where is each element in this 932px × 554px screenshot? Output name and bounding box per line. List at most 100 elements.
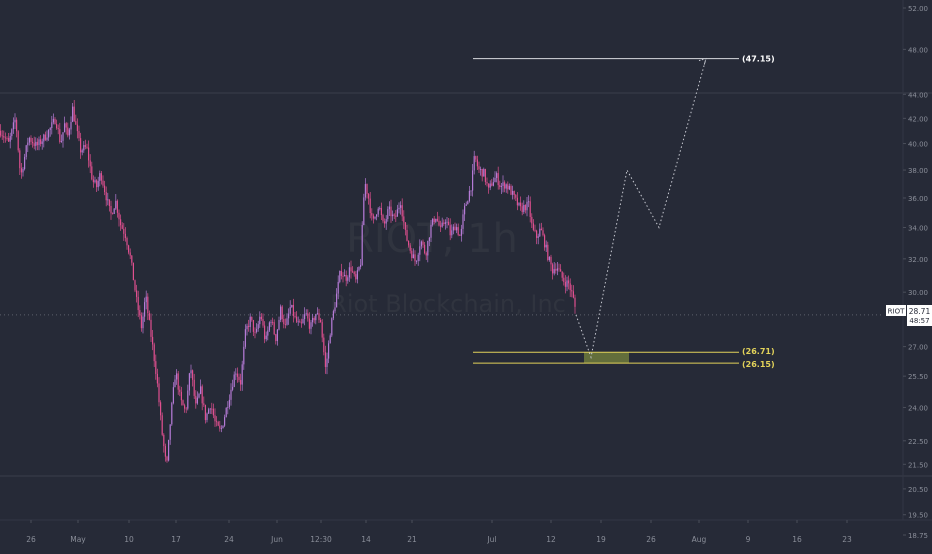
candle-body	[113, 208, 115, 214]
time-tick-label: Jun	[270, 535, 283, 544]
candle-body	[161, 415, 163, 435]
candle-body	[140, 315, 142, 329]
candle-body	[91, 166, 93, 180]
price-tick-label: 18.75	[908, 532, 928, 540]
candle-body	[27, 142, 29, 146]
candle-body	[305, 313, 307, 315]
candle-body	[400, 205, 402, 208]
candle-body	[494, 177, 496, 183]
candle-body	[558, 268, 560, 270]
candle-body	[291, 305, 293, 308]
candle-body	[195, 395, 197, 404]
candle-body	[224, 417, 226, 426]
candle-body	[193, 379, 195, 396]
price-tick-label: 42.00	[908, 115, 928, 123]
candle-body	[326, 358, 328, 367]
candle-body	[563, 277, 565, 282]
candle-body	[486, 181, 488, 184]
candle-body	[292, 305, 294, 316]
price-axis[interactable]: 52.00 48.00 44.00 42.00 40.00 38.00 36.00 34.00…	[903, 5, 928, 540]
candle-body	[392, 214, 394, 217]
candle-body	[499, 185, 501, 187]
candle-body	[145, 296, 147, 303]
candle-body	[238, 376, 240, 381]
candle-body	[524, 204, 526, 211]
candle-body	[465, 204, 467, 206]
candle-body	[265, 335, 267, 340]
candle-body	[307, 313, 309, 319]
candle-body	[384, 221, 386, 224]
price-tick-label: 21.50	[908, 461, 928, 469]
candle-body	[371, 213, 373, 216]
candle-body	[531, 216, 533, 224]
candle-body	[227, 407, 229, 408]
candle-body	[121, 225, 123, 229]
candle-body	[14, 119, 16, 123]
candle-body	[441, 222, 443, 227]
candle-body	[398, 207, 400, 210]
support-zone[interactable]	[584, 352, 629, 364]
candle-body	[540, 228, 542, 231]
candle-body	[214, 415, 216, 422]
candle-body	[308, 318, 310, 329]
candle-body	[128, 245, 130, 253]
candle-body	[246, 325, 248, 330]
candle-body	[526, 201, 528, 211]
candle-body	[366, 184, 368, 194]
candle-body	[172, 387, 174, 404]
candle-body	[403, 216, 405, 223]
candle-body	[230, 389, 232, 400]
candle-body	[425, 252, 427, 256]
current-price-tag[interactable]: RIOT 28.71 48:57	[886, 305, 932, 326]
candle-body	[361, 225, 363, 266]
candle-body	[448, 221, 450, 226]
candle-body	[315, 314, 317, 321]
candle-body	[313, 317, 315, 321]
candle-body	[209, 408, 211, 410]
candle-body	[216, 421, 218, 423]
candle-body	[160, 402, 162, 416]
candle-body	[155, 361, 157, 374]
candle-body	[57, 128, 59, 130]
candle-body	[41, 141, 43, 144]
time-tick-label: 21	[407, 535, 417, 544]
time-axis[interactable]: 26 May 10 17 24 Jun 12:30 14 21 Jul 12 19 26 Aug 9 16 23	[26, 520, 852, 544]
candle-body	[430, 224, 432, 238]
candle-body	[108, 199, 110, 206]
candle-body	[190, 370, 192, 374]
candle-body	[164, 446, 166, 457]
candle-body	[28, 137, 30, 143]
candle-body	[150, 319, 152, 337]
candle-body	[395, 215, 397, 217]
candle-body	[83, 145, 85, 151]
time-tick-label: 19	[596, 535, 606, 544]
candle-body	[427, 240, 429, 256]
candle-body	[25, 145, 27, 157]
candle-body	[428, 237, 430, 241]
candle-body	[92, 179, 94, 183]
candle-body	[432, 218, 434, 225]
candle-body	[518, 202, 520, 206]
candle-body	[148, 313, 150, 320]
candle-body	[508, 186, 510, 190]
candle-body	[19, 150, 21, 169]
candle-body	[3, 136, 5, 138]
candle-body	[353, 271, 355, 275]
candle-body	[390, 206, 392, 217]
price-tag-box	[907, 305, 932, 326]
candle-body	[435, 218, 437, 222]
candle-body	[283, 319, 285, 325]
candle-body	[310, 322, 312, 329]
candle-body	[355, 274, 357, 280]
candle-body	[497, 173, 499, 186]
candle-body	[203, 403, 205, 405]
candle-body	[534, 229, 536, 231]
candle-body	[288, 313, 290, 319]
annotations[interactable]: (47.15) (26.71) (26.15)	[473, 55, 775, 370]
candle-body	[318, 313, 320, 320]
candle-body	[521, 206, 523, 213]
candle-body	[571, 290, 573, 292]
candle-body	[132, 262, 134, 281]
